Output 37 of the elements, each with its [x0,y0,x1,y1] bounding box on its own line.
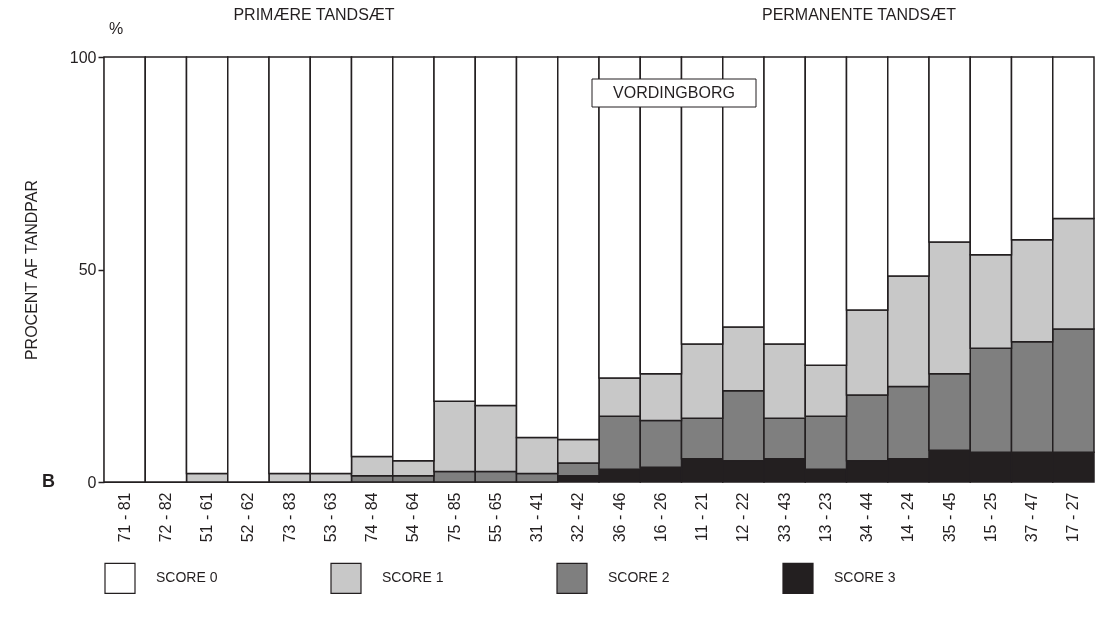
text: % [109,20,124,37]
text: B [42,471,55,491]
legend-label: SCORE 3 [834,569,896,586]
x-tick-label: 15 - 25 [981,492,999,543]
x-tick-label: 12 - 22 [734,492,752,543]
x-tick-label: 13 - 23 [816,492,834,543]
legend-label: SCORE 1 [382,569,444,586]
y-axis-title: PROCENT AF TANDPAR [22,179,40,361]
legend-label: SCORE 0 [156,569,218,586]
x-tick-label: 71 - 81 [115,492,133,543]
y-tick-label: 50 [78,261,97,278]
y-tick-label: 100 [69,48,97,66]
x-tick-label: 75 - 85 [445,492,463,543]
y-tick-label: 0 [87,473,97,491]
text: PERMANENTE TANDSÆT [761,6,957,23]
x-tick-label: 55 - 65 [486,492,504,543]
x-tick-label: 73 - 83 [280,492,298,543]
x-tick-label: 31 - 41 [528,492,546,543]
x-tick-label: 11 - 21 [693,492,711,542]
x-tick-label: 51 - 61 [198,492,216,543]
x-tick-label: 52 - 62 [239,492,257,543]
legend-label: SCORE 2 [608,569,670,586]
text: PRIMÆRE TANDSÆT [233,6,395,23]
x-tick-label: 14 - 24 [899,492,917,543]
x-tick-label: 34 - 44 [858,492,876,543]
x-tick-label: 72 - 82 [156,492,174,543]
x-tick-label: 17 - 27 [1064,492,1082,543]
x-tick-label: 54 - 64 [404,492,422,543]
x-tick-label: 33 - 43 [775,492,793,543]
x-tick-label: 32 - 42 [569,492,587,543]
x-tick-label: 74 - 84 [363,492,381,543]
x-tick-label: 35 - 45 [940,492,958,543]
x-tick-label: 53 - 63 [321,492,339,543]
annotation: VORDINGBORG [613,84,735,101]
x-tick-label: 16 - 26 [651,492,669,543]
x-tick-label: 36 - 46 [610,492,628,543]
x-tick-label: 37 - 47 [1023,492,1041,543]
